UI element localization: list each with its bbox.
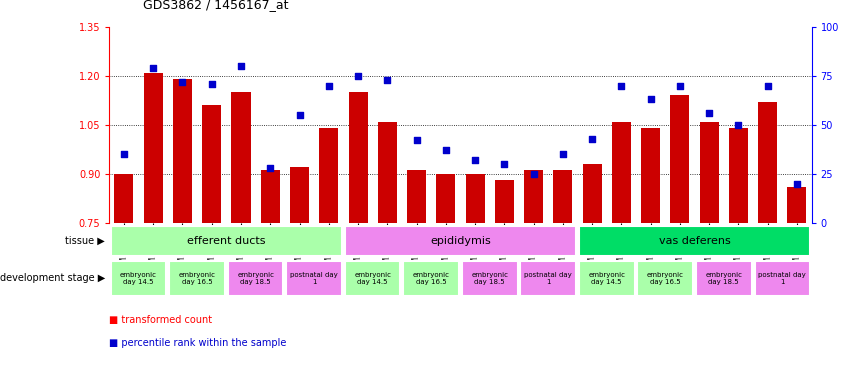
Bar [111, 226, 342, 256]
Bar [378, 121, 397, 223]
Bar [114, 174, 134, 223]
Text: ■ percentile rank within the sample: ■ percentile rank within the sample [109, 338, 287, 348]
Text: embryonic
day 14.5: embryonic day 14.5 [588, 272, 625, 285]
Text: efferent ducts: efferent ducts [187, 236, 266, 246]
Bar [700, 121, 719, 223]
Bar [231, 92, 251, 223]
Point [585, 136, 599, 142]
Point [644, 96, 658, 103]
Bar [637, 261, 693, 296]
Text: embryonic
day 16.5: embryonic day 16.5 [647, 272, 684, 285]
Point [146, 65, 160, 71]
Point [791, 180, 804, 187]
Point [673, 83, 686, 89]
Bar [553, 170, 573, 223]
Text: postnatal day
1: postnatal day 1 [290, 272, 338, 285]
Text: embryonic
day 18.5: embryonic day 18.5 [471, 272, 508, 285]
Bar [348, 92, 368, 223]
Bar [436, 174, 455, 223]
Text: tissue ▶: tissue ▶ [66, 236, 105, 246]
Bar [345, 261, 400, 296]
Point [439, 147, 452, 153]
Bar [579, 226, 810, 256]
Bar [228, 261, 283, 296]
Bar [111, 261, 167, 296]
Text: embryonic
day 14.5: embryonic day 14.5 [120, 272, 157, 285]
Bar [202, 105, 221, 223]
Bar [670, 96, 690, 223]
Bar [729, 128, 748, 223]
Point [235, 63, 248, 69]
Bar [286, 261, 342, 296]
Point [322, 83, 336, 89]
Text: ■ transformed count: ■ transformed count [109, 315, 213, 325]
Bar [495, 180, 514, 223]
Bar [169, 261, 225, 296]
Text: postnatal day
1: postnatal day 1 [524, 272, 572, 285]
Point [410, 137, 423, 144]
Text: development stage ▶: development stage ▶ [0, 273, 105, 283]
Point [556, 151, 569, 157]
Bar [583, 164, 601, 223]
Point [498, 161, 511, 167]
Point [702, 110, 716, 116]
Bar [404, 261, 459, 296]
Bar [754, 261, 810, 296]
Bar [759, 102, 777, 223]
Bar [466, 174, 484, 223]
Point [526, 170, 540, 177]
Bar [641, 128, 660, 223]
Text: embryonic
day 16.5: embryonic day 16.5 [178, 272, 215, 285]
Point [468, 157, 482, 163]
Bar [407, 170, 426, 223]
Bar [144, 73, 162, 223]
Text: embryonic
day 16.5: embryonic day 16.5 [413, 272, 450, 285]
Bar [696, 261, 752, 296]
Point [352, 73, 365, 79]
Text: vas deferens: vas deferens [659, 236, 730, 246]
Point [381, 77, 394, 83]
Point [615, 83, 628, 89]
Point [117, 151, 130, 157]
Text: GDS3862 / 1456167_at: GDS3862 / 1456167_at [143, 0, 288, 12]
Text: embryonic
day 18.5: embryonic day 18.5 [706, 272, 743, 285]
Bar [579, 261, 635, 296]
Point [761, 83, 775, 89]
Text: postnatal day
1: postnatal day 1 [759, 272, 807, 285]
Text: epididymis: epididymis [430, 236, 491, 246]
Text: embryonic
day 14.5: embryonic day 14.5 [354, 272, 391, 285]
Point [732, 122, 745, 128]
Bar [173, 79, 192, 223]
Bar [524, 170, 543, 223]
Point [263, 165, 277, 171]
Bar [320, 128, 338, 223]
Point [293, 112, 306, 118]
Point [205, 81, 219, 87]
Bar [612, 121, 631, 223]
Text: embryonic
day 18.5: embryonic day 18.5 [237, 272, 274, 285]
Bar [787, 187, 807, 223]
Bar [345, 226, 576, 256]
Bar [462, 261, 517, 296]
Bar [290, 167, 309, 223]
Bar [261, 170, 280, 223]
Bar [521, 261, 576, 296]
Point [176, 79, 189, 85]
